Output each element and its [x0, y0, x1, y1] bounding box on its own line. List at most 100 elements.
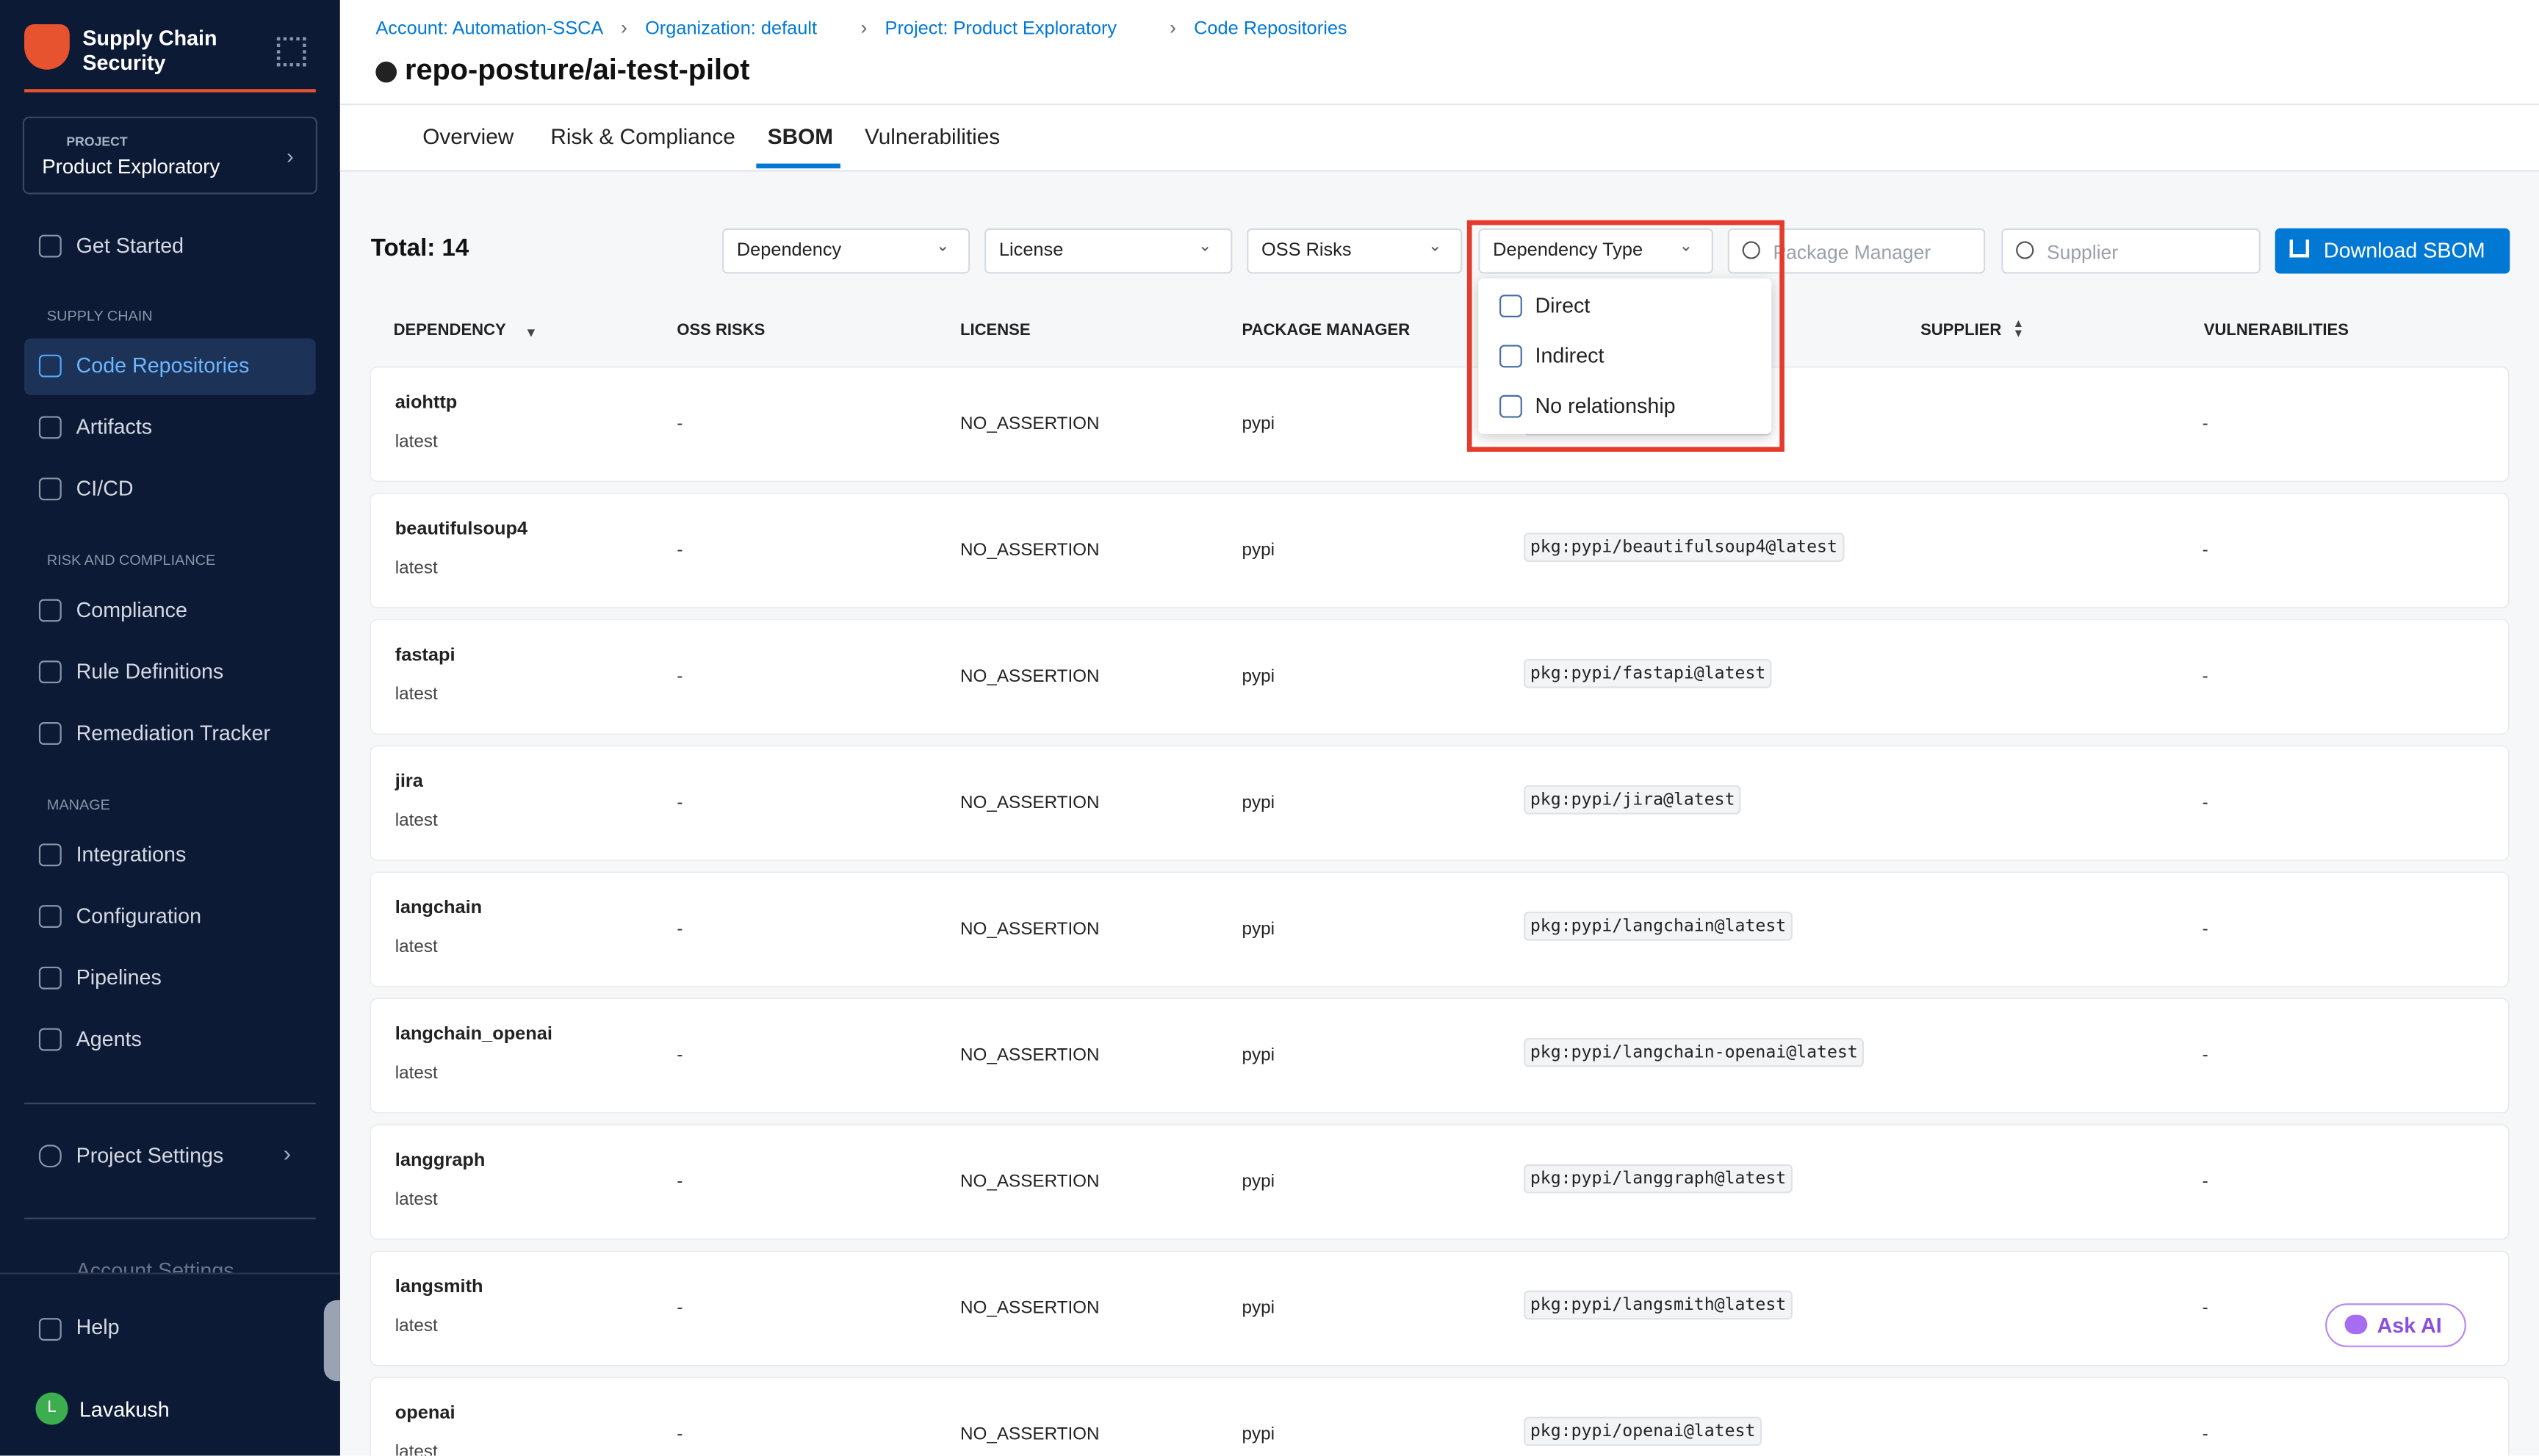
collapse-tab[interactable] — [323, 1300, 340, 1382]
nav-item[interactable]: Artifacts — [76, 414, 153, 439]
filter-label: License — [998, 241, 1064, 261]
dropdown-option[interactable]: Direct — [1535, 292, 1591, 318]
vulnerabilities: - — [2202, 414, 2208, 434]
highlight-box — [1466, 220, 1784, 452]
vulnerabilities: - — [2202, 1424, 2208, 1445]
table-row[interactable]: aiohttplatest-NO_ASSERTIONpypipkg:pypi/a… — [370, 367, 2509, 481]
breadcrumb[interactable]: Account: Automation-SSCA — [375, 19, 604, 39]
project-selector[interactable]: PROJECT Product Exploratory › — [22, 116, 318, 195]
chevron: › — [287, 144, 294, 169]
purl: pkg:pypi/langchain@latest — [1524, 911, 1793, 941]
oss-risks: - — [677, 1045, 683, 1066]
column-header[interactable]: PACKAGE MANAGER — [1242, 322, 1411, 340]
filter-select[interactable]: OSS Risks ⌄ — [1247, 228, 1463, 274]
ask-ai-button[interactable]: Ask AI — [2325, 1303, 2466, 1347]
header-divider — [339, 104, 2539, 106]
nav-icon — [38, 234, 62, 258]
filter-label: Dependency — [736, 241, 842, 261]
nav-item[interactable]: Pipelines — [76, 965, 162, 990]
nav-icon — [38, 477, 62, 501]
nav-icon — [38, 905, 62, 928]
filter-select[interactable]: Dependency ⌄ — [722, 228, 970, 274]
column-header[interactable]: DEPENDENCY — [393, 322, 506, 340]
license: NO_ASSERTION — [960, 1172, 1100, 1192]
caret: ⌄ — [1198, 238, 1212, 256]
dependency-version: latest — [395, 558, 438, 578]
breadcrumb[interactable]: Project: Product Exploratory — [885, 19, 1117, 39]
download-label: Download SBOM — [2323, 238, 2485, 263]
oss-risks: - — [677, 667, 683, 687]
nav-item[interactable]: Integrations — [76, 842, 187, 867]
dependency-version: latest — [395, 685, 438, 704]
filter-label: Dependency Type — [1493, 241, 1643, 261]
nav-section: MANAGE — [46, 796, 110, 813]
column-header[interactable]: OSS RISKS — [677, 322, 766, 340]
table-row[interactable]: langchain_openai latest - NO_ASSERTION pypi p… — [370, 998, 2509, 1113]
table-row[interactable]: langchain latest - NO_ASSERTION pypi pkg:pypi… — [370, 873, 2509, 987]
checkbox[interactable] — [1499, 295, 1522, 318]
nav-item[interactable]: Configuration — [76, 903, 202, 928]
oss-risks: - — [677, 919, 683, 940]
search-input[interactable]: Supplier — [2001, 228, 2261, 274]
breadcrumb[interactable]: Organization: default — [645, 19, 818, 39]
nav-item[interactable]: Code Repositories — [76, 353, 250, 378]
caret: ⌄ — [935, 238, 950, 256]
oss-risks: - — [677, 1424, 683, 1445]
nav-item[interactable]: Rule Definitions — [76, 659, 224, 684]
dependency-version: latest — [395, 1064, 438, 1084]
nav-item[interactable]: Compliance — [76, 597, 187, 622]
vulnerabilities: - — [2202, 1298, 2208, 1319]
checkbox[interactable] — [1499, 394, 1522, 418]
license: NO_ASSERTION — [960, 1424, 1100, 1445]
table-row[interactable]: beautifulsoup4 latest - NO_ASSERTION pypi pkg… — [370, 494, 2509, 608]
nav-item[interactable]: Agents — [76, 1026, 142, 1051]
tab[interactable]: Risk & Compliance — [550, 124, 735, 149]
vulnerabilities: - — [2202, 541, 2208, 561]
table-row[interactable]: jira latest - NO_ASSERTION pypi pkg:pypi/jira… — [370, 746, 2509, 860]
checkbox[interactable] — [1499, 345, 1522, 368]
table-row[interactable]: langgraph latest - NO_ASSERTION pypi pkg:pypi… — [370, 1125, 2509, 1239]
oss-risks: - — [677, 541, 683, 561]
column-header[interactable]: LICENSE — [960, 322, 1031, 340]
package-manager: pypi — [1242, 919, 1275, 940]
filter-select[interactable]: Dependency Type ⌄ — [1478, 228, 1713, 274]
package-manager: pypi — [1242, 1045, 1275, 1066]
tab[interactable]: Overview — [422, 124, 514, 149]
dependency-name: aiohttp — [395, 393, 458, 414]
search-icon — [2016, 241, 2034, 259]
table-row[interactable]: openai latest - NO_ASSERTION pypi pkg:pypi/op… — [370, 1377, 2509, 1456]
column-header[interactable]: VULNERABILITIES — [2203, 322, 2349, 340]
nav-item[interactable]: CI/CD — [76, 476, 134, 501]
tab[interactable]: Vulnerabilities — [864, 124, 1001, 149]
purl: pkg:pypi/langgraph@latest — [1524, 1164, 1793, 1194]
breadcrumb[interactable]: Code Repositories — [1194, 19, 1347, 39]
table-row[interactable]: fastapi latest - NO_ASSERTION pypi pkg:pypi/f… — [370, 620, 2509, 734]
logo — [24, 24, 70, 70]
nav-item[interactable]: Project Settings — [76, 1143, 224, 1168]
column-header[interactable]: SUPPLIER — [1920, 322, 2002, 340]
page-title: repo-posture/ai-test-pilot — [405, 53, 750, 86]
nav-item[interactable]: Get Started — [76, 233, 184, 258]
tab[interactable]: SBOM — [767, 124, 834, 149]
license: NO_ASSERTION — [960, 793, 1100, 813]
dropdown-option[interactable]: No relationship — [1535, 393, 1676, 418]
nav-icon — [38, 722, 62, 745]
nav-icon — [38, 599, 62, 622]
dependency-version: latest — [395, 937, 438, 957]
search-input[interactable]: Package Manager — [1727, 228, 1986, 274]
license: NO_ASSERTION — [960, 1298, 1100, 1319]
filter-select[interactable]: License ⌄ — [984, 228, 1233, 274]
dropdown-option[interactable]: Indirect — [1535, 343, 1605, 368]
table-row[interactable]: langsmith latest - NO_ASSERTION pypi pkg:pypi… — [370, 1251, 2509, 1366]
purl: pkg:pypi/openai@latest — [1524, 1416, 1762, 1446]
download-button[interactable]: Download SBOM — [2275, 228, 2510, 274]
nav-icon — [38, 416, 62, 439]
purl: pkg:pypi/langsmith@latest — [1524, 1290, 1793, 1320]
nav-item[interactable]: Help — [76, 1314, 120, 1339]
user-name[interactable]: Lavakush — [79, 1397, 170, 1422]
nav-item[interactable]: Remediation Tracker — [76, 720, 270, 745]
package-manager: pypi — [1242, 667, 1275, 687]
dependency-name: langchain — [395, 898, 483, 918]
nav-section: RISK AND COMPLIANCE — [46, 552, 216, 569]
